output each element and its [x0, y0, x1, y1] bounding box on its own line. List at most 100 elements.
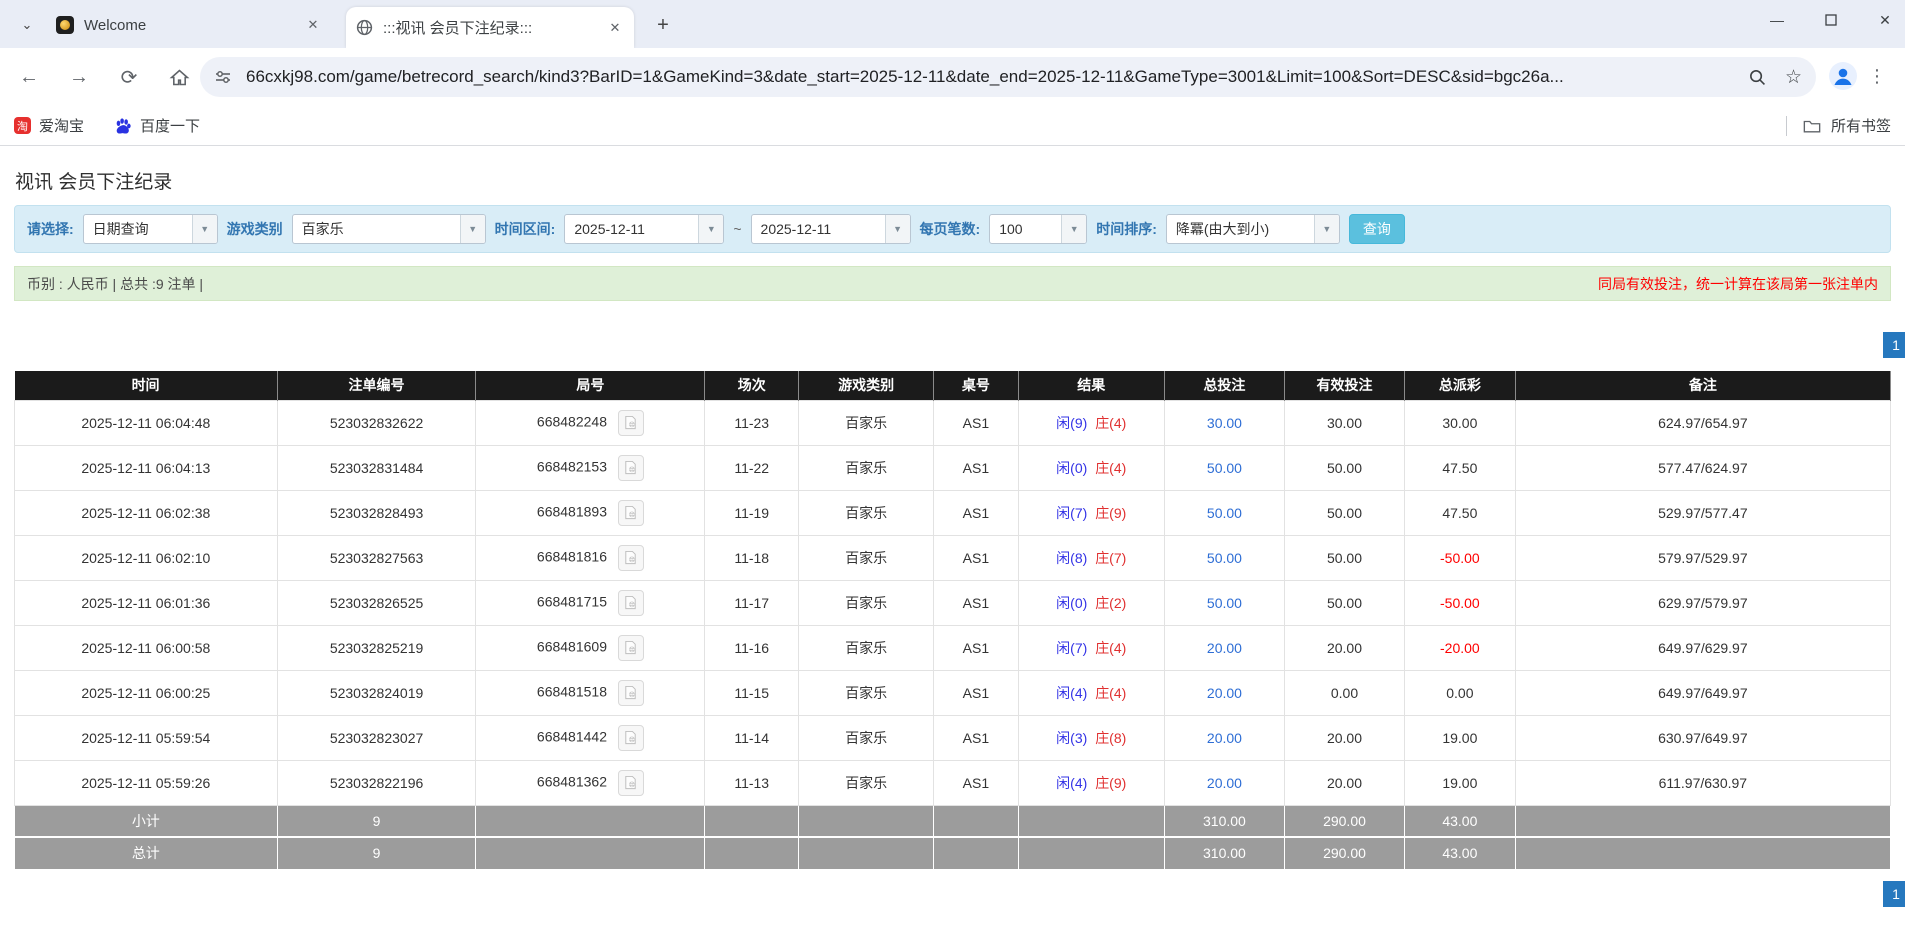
bookmark-star-icon[interactable]: ☆ [1784, 66, 1802, 88]
cell-round: 668482153 [475, 444, 706, 491]
cell-time: 2025-12-11 06:00:58 [14, 624, 278, 671]
total-bet-link[interactable]: 20.00 [1206, 774, 1242, 791]
result-banker: 庄(9) [1095, 774, 1127, 791]
close-tab-icon[interactable]: ✕ [307, 17, 319, 32]
cell-payout: 47.50 [1404, 489, 1516, 536]
cell-game-type: 百家乐 [798, 714, 935, 761]
round-number: 668481816 [536, 548, 607, 565]
game-type-select[interactable]: 百家乐 ▼ [291, 214, 486, 244]
video-replay-icon[interactable] [617, 589, 644, 616]
total-bet-link[interactable]: 30.00 [1206, 414, 1242, 431]
cell-session: 11-23 [704, 399, 800, 446]
cell-round: 668481362 [475, 759, 706, 806]
close-window-icon[interactable]: ✕ [1879, 11, 1891, 28]
per-page-value: 100 [999, 221, 1023, 237]
profile-avatar[interactable] [1829, 62, 1857, 90]
cell-session: 11-22 [704, 444, 800, 491]
date-start-value: 2025-12-11 [574, 221, 645, 237]
chevron-down-icon[interactable]: ▼ [1061, 215, 1087, 243]
sort-select[interactable]: 降冪(由大到小) ▼ [1165, 214, 1340, 244]
close-tab-icon[interactable]: ✕ [609, 19, 621, 35]
per-page-label: 每页笔数: [919, 221, 981, 237]
chevron-down-icon[interactable]: ▼ [884, 215, 910, 243]
chevron-down-icon[interactable]: ▼ [698, 215, 724, 243]
select-type-label: 请选择: [27, 221, 74, 237]
info-bar: 币别 : 人民币 | 总共 :9 注单 | 同局有效投注，统一计算在该局第一张注… [14, 266, 1891, 301]
bookmark-label: 爱淘宝 [39, 118, 85, 135]
subtotal-row: 小计 9 310.00 290.00 43.00 [14, 804, 1892, 838]
chevron-down-icon[interactable]: ▼ [459, 215, 485, 243]
cell-total-bet: 20.00 [1163, 669, 1285, 716]
video-replay-icon[interactable] [617, 634, 644, 661]
all-bookmarks-label[interactable]: 所有书签 [1830, 118, 1891, 135]
pagination-page-1-top[interactable]: 1 [1883, 332, 1905, 358]
total-bet-link[interactable]: 50.00 [1206, 594, 1242, 611]
column-header: 备注 [1515, 371, 1892, 400]
site-info-icon[interactable] [214, 68, 232, 86]
cell-round: 668481609 [475, 624, 706, 671]
chevron-down-icon[interactable]: ▼ [1313, 215, 1339, 243]
tab-betrecord[interactable]: :::视讯 会员下注纪录::: ✕ [346, 7, 634, 48]
total-count: 9 [276, 836, 477, 870]
video-replay-icon[interactable] [617, 679, 644, 706]
total-bet-link[interactable]: 50.00 [1206, 459, 1242, 476]
search-button[interactable]: 查询 [1348, 214, 1405, 244]
round-number: 668481518 [536, 683, 607, 700]
video-replay-icon[interactable] [617, 454, 644, 481]
total-bet-link[interactable]: 50.00 [1206, 504, 1242, 521]
bookmark-taobao[interactable]: 淘 爱淘宝 [14, 115, 84, 136]
pagination-page-1-bottom[interactable]: 1 [1883, 881, 1905, 907]
new-tab-button[interactable]: + [657, 13, 669, 36]
sort-value: 降冪(由大到小) [1175, 221, 1270, 237]
subtotal-valid-bet: 290.00 [1283, 804, 1406, 838]
cell-result: 闲(4) 庄(4) [1017, 669, 1165, 716]
video-replay-icon[interactable] [617, 544, 644, 571]
cell-valid-bet: 30.00 [1283, 399, 1406, 446]
maximize-window-icon[interactable] [1817, 6, 1845, 34]
tab-strip: ⌄ Welcome ✕ :::视讯 会员下注纪录::: ✕ + — ✕ [0, 0, 1905, 48]
url-text[interactable]: 66cxkj98.com/game/betrecord_search/kind3… [246, 67, 1564, 86]
column-header: 有效投注 [1284, 371, 1406, 400]
baidu-paw-icon [116, 117, 131, 134]
cell-remark: 630.97/649.97 [1514, 714, 1892, 761]
cell-payout: 19.00 [1404, 714, 1516, 761]
browser-menu-icon[interactable]: ⋮ [1868, 65, 1886, 86]
address-bar[interactable]: 66cxkj98.com/game/betrecord_search/kind3… [200, 57, 1816, 97]
cell-payout: -20.00 [1404, 624, 1516, 671]
back-icon[interactable]: ← [19, 65, 39, 88]
home-icon[interactable] [162, 60, 196, 94]
video-replay-icon[interactable] [617, 409, 644, 436]
date-start-input[interactable]: 2025-12-11 ▼ [564, 214, 725, 244]
video-replay-icon[interactable] [617, 724, 644, 751]
zoom-icon[interactable] [1748, 68, 1767, 87]
per-page-select[interactable]: 100 ▼ [989, 214, 1088, 244]
total-bet-link[interactable]: 20.00 [1206, 684, 1242, 701]
result-banker: 庄(4) [1095, 414, 1127, 431]
tab-welcome[interactable]: Welcome ✕ [46, 8, 332, 42]
forward-icon[interactable]: → [69, 65, 89, 88]
result-banker: 庄(2) [1095, 594, 1127, 611]
total-bet-link[interactable]: 50.00 [1206, 549, 1242, 566]
tab-search-chevron-icon[interactable]: ⌄ [21, 17, 33, 32]
date-end-input[interactable]: 2025-12-11 ▼ [750, 214, 911, 244]
cell-round: 668482248 [475, 399, 706, 446]
round-number: 668481715 [536, 593, 607, 610]
total-bet-link[interactable]: 20.00 [1206, 729, 1242, 746]
minimize-window-icon[interactable]: — [1770, 12, 1784, 28]
chevron-down-icon[interactable]: ▼ [191, 215, 217, 243]
video-replay-icon[interactable] [617, 769, 644, 796]
table-row: 2025-12-11 06:04:13 523032831484 6684821… [14, 444, 1892, 491]
taobao-icon: 淘 [14, 117, 31, 134]
cell-round: 668481816 [475, 534, 706, 581]
video-replay-icon[interactable] [617, 499, 644, 526]
cell-valid-bet: 50.00 [1283, 444, 1406, 491]
refresh-icon[interactable]: ⟳ [120, 66, 138, 89]
bookmark-baidu[interactable]: 百度一下 [114, 115, 200, 136]
query-type-select[interactable]: 日期查询 ▼ [82, 214, 218, 244]
cell-table: AS1 [933, 624, 1019, 671]
total-bet-link[interactable]: 20.00 [1206, 639, 1242, 656]
cell-bet-id: 523032832622 [276, 399, 477, 446]
cell-time: 2025-12-11 06:00:25 [14, 669, 278, 716]
subtotal-payout: 43.00 [1404, 804, 1516, 838]
cell-game-type: 百家乐 [798, 759, 935, 806]
